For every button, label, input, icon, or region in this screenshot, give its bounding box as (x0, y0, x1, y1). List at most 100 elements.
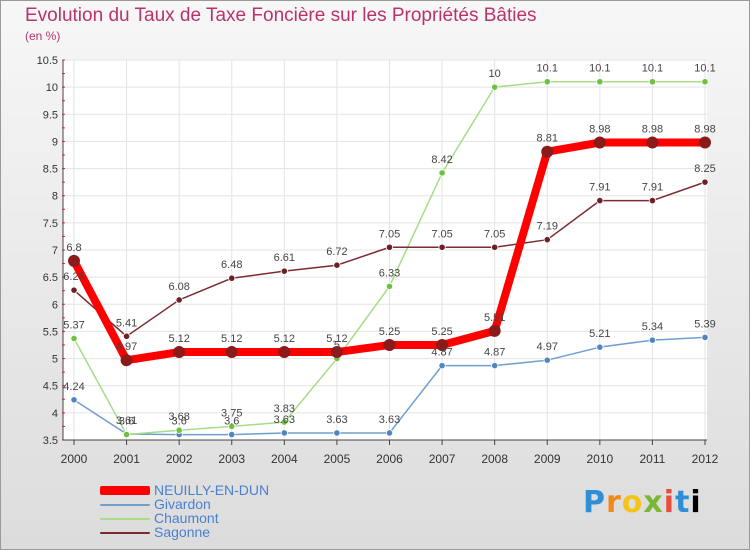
proxiti-logo: Proxiti (583, 485, 702, 520)
chart-subtitle: (en %) (25, 29, 61, 43)
data-point-givardon (701, 333, 709, 341)
data-point-chaumont (491, 83, 499, 91)
data-label-chaumont: 3.68 (168, 411, 189, 423)
y-tick-label: 8 (52, 191, 58, 203)
data-label-neuilly-en-dun: 6.8 (66, 242, 81, 254)
legend-label: NEUILLY-EN-DUN (154, 482, 270, 498)
x-tick-label: 2000 (61, 452, 88, 466)
data-label-neuilly-en-dun: 5.12 (168, 333, 189, 345)
x-tick-label: 2006 (376, 452, 403, 466)
x-tick-label: 2002 (166, 452, 193, 466)
data-point-sagonne (280, 267, 288, 275)
y-tick-label: 6 (52, 299, 58, 311)
x-tick-label: 2004 (271, 452, 298, 466)
data-point-chaumont (701, 78, 709, 86)
data-point-chaumont (543, 78, 551, 86)
data-label-sagonne: 6.72 (326, 246, 347, 258)
x-tick-label: 2003 (218, 452, 245, 466)
x-tick-label: 2009 (534, 452, 561, 466)
data-label-neuilly-en-dun: 5.51 (484, 312, 505, 324)
data-label-sagonne: 6.26 (63, 271, 84, 283)
data-label-givardon: 3.6 (172, 416, 187, 428)
x-tick-label: 2010 (586, 452, 613, 466)
x-tick-label: 2008 (481, 452, 508, 466)
data-point-sagonne (175, 296, 183, 304)
data-label-sagonne: 6.61 (274, 252, 295, 264)
data-point-neuilly-en-dun (699, 136, 711, 149)
data-point-givardon (280, 429, 288, 437)
data-label-chaumont: 5 (334, 340, 340, 352)
data-point-neuilly-en-dun (330, 346, 343, 359)
y-tick-label: 9.5 (43, 109, 58, 121)
data-point-chaumont (122, 430, 131, 439)
data-label-neuilly-en-dun: 8.98 (589, 124, 610, 136)
data-label-givardon: 3.6 (224, 416, 239, 428)
data-label-sagonne: 6.08 (168, 281, 189, 293)
data-label-chaumont: 10.1 (642, 63, 663, 75)
data-point-givardon (333, 429, 341, 437)
data-label-givardon: 3.63 (274, 414, 295, 426)
data-point-sagonne (122, 332, 131, 340)
data-point-neuilly-en-dun (436, 339, 449, 351)
data-point-chaumont (648, 78, 657, 86)
y-tick-label: 10 (46, 82, 58, 94)
legend-label: Givardon (154, 496, 211, 512)
data-label-sagonne: 7.05 (431, 228, 452, 240)
data-label-chaumont: 5.37 (63, 319, 84, 331)
data-point-sagonne (228, 274, 236, 282)
data-point-neuilly-en-dun (383, 339, 396, 351)
x-tick-label: 2001 (113, 452, 140, 466)
data-point-chaumont (175, 426, 183, 434)
legend-swatch (100, 532, 150, 534)
data-point-sagonne (385, 243, 394, 251)
data-point-neuilly-en-dun (646, 136, 659, 149)
data-label-neuilly-en-dun: 8.81 (537, 133, 558, 145)
data-label-chaumont: 10.1 (537, 63, 558, 75)
y-tick-label: 7.5 (43, 218, 58, 230)
data-point-sagonne (438, 243, 446, 251)
data-label-neuilly-en-dun: 8.98 (642, 124, 663, 136)
legend-label: Chaumont (154, 510, 219, 526)
data-label-givardon: 3.61 (116, 415, 137, 427)
data-point-chaumont (596, 78, 604, 86)
data-point-chaumont (438, 169, 446, 177)
data-label-sagonne: 7.05 (379, 228, 400, 240)
data-point-neuilly-en-dun (120, 354, 133, 367)
data-point-givardon (543, 356, 551, 364)
data-label-neuilly-en-dun: 8.98 (694, 124, 715, 136)
data-label-givardon: 5.39 (694, 318, 715, 330)
data-label-givardon: 4.87 (484, 347, 505, 359)
data-label-sagonne: 7.91 (642, 182, 663, 194)
data-label-neuilly-en-dun: 5.25 (379, 326, 400, 338)
data-label-chaumont: 3.75 (221, 407, 242, 419)
data-label-sagonne: 6.48 (221, 259, 242, 271)
data-point-neuilly-en-dun (68, 254, 80, 267)
legend-label: Sagonne (154, 524, 211, 540)
legend-swatch (100, 518, 150, 520)
data-label-chaumont: 10 (489, 68, 501, 80)
y-tick-label: 8.5 (43, 164, 58, 176)
y-tick-label: 5.5 (43, 326, 58, 338)
data-point-sagonne (333, 261, 341, 269)
data-label-neuilly-en-dun: 5.25 (431, 326, 452, 338)
data-label-givardon: 3.63 (326, 414, 347, 426)
data-label-givardon: 4.97 (537, 341, 558, 353)
data-point-sagonne (648, 197, 657, 205)
data-label-neuilly-en-dun: 5.12 (274, 333, 295, 345)
y-tick-label: 5 (52, 354, 58, 366)
x-tick-label: 2005 (324, 452, 351, 466)
data-label-chaumont: 10.1 (589, 63, 610, 75)
data-point-givardon (228, 430, 236, 439)
data-label-chaumont: 3.83 (274, 403, 295, 415)
data-point-neuilly-en-dun (225, 346, 238, 359)
x-tick-label: 2007 (429, 452, 456, 466)
data-point-chaumont (280, 418, 288, 426)
data-label-sagonne: 7.05 (484, 228, 505, 240)
data-label-chaumont: 6.33 (379, 267, 400, 279)
data-label-givardon: 5.21 (589, 328, 610, 340)
y-tick-label: 4 (52, 408, 58, 420)
y-tick-label: 3.5 (43, 435, 58, 447)
y-tick-label: 9 (52, 136, 58, 148)
y-tick-label: 7 (52, 245, 58, 257)
data-label-neuilly-en-dun: 5.12 (326, 333, 347, 345)
